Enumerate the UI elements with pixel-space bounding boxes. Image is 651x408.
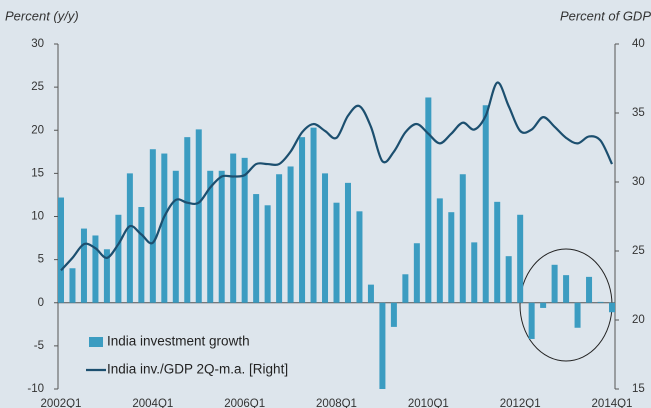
legend-label: India inv./GDP 2Q-m.a. [Right] [107, 362, 288, 377]
bar [344, 182, 351, 303]
bar [299, 137, 306, 303]
y-tick-label: 30 [31, 38, 44, 50]
bar [92, 235, 99, 303]
bar [390, 302, 397, 327]
bar [586, 276, 593, 303]
x-tick-label: 2010Q1 [408, 398, 449, 408]
y2-tick-label: 25 [632, 245, 645, 257]
bar [218, 170, 225, 303]
x-tick-label: 2006Q1 [224, 398, 265, 408]
y-tick-label: 10 [31, 211, 44, 223]
bar [436, 198, 443, 303]
bar [459, 174, 466, 303]
bar [58, 197, 64, 303]
bar [184, 137, 191, 303]
bar [563, 275, 570, 303]
x-tick-label: 2004Q1 [132, 398, 173, 408]
bar [80, 228, 87, 303]
bar [138, 207, 145, 303]
x-tick-label: 2014Q1 [592, 398, 633, 408]
bar [471, 242, 478, 303]
bar [574, 302, 581, 328]
bar [195, 129, 202, 303]
bar [597, 301, 604, 303]
y2-tick-label: 35 [632, 107, 645, 119]
bar [264, 205, 271, 303]
bar [333, 202, 340, 303]
bar [448, 212, 455, 303]
bar [253, 194, 260, 303]
y-tick-label: 0 [38, 297, 44, 309]
bar [161, 153, 168, 303]
bar [126, 173, 133, 303]
bar [207, 170, 214, 303]
x-tick-label: 2008Q1 [316, 398, 357, 408]
y-tick-label: 25 [31, 81, 44, 93]
bar [367, 284, 374, 303]
bar [505, 256, 512, 303]
bar [379, 302, 386, 389]
y-axis-title: Percent (y/y) [5, 8, 79, 23]
x-tick-label: 2002Q1 [41, 398, 82, 408]
bar [528, 302, 535, 339]
bar [425, 97, 432, 303]
bar [310, 127, 317, 303]
y-tick-label: -5 [34, 340, 44, 352]
y-tick-label: 15 [31, 167, 44, 179]
y-tick-label: 20 [31, 124, 44, 136]
bar [551, 264, 558, 303]
bar [69, 268, 76, 303]
y2-tick-label: 30 [632, 176, 645, 188]
bar [241, 157, 248, 303]
line [60, 81, 613, 272]
bar [103, 249, 110, 303]
bar [322, 173, 329, 303]
y2-tick-label: 15 [632, 383, 645, 395]
bar [276, 174, 283, 303]
bar [413, 243, 420, 303]
bar [115, 214, 122, 303]
bar [230, 153, 237, 303]
bar [356, 211, 363, 303]
bar [172, 170, 179, 303]
bar [609, 302, 615, 313]
legend-label: India investment growth [107, 334, 250, 349]
bar [540, 302, 547, 308]
y2-tick-label: 40 [632, 38, 645, 50]
y2-tick-label: 20 [632, 314, 645, 326]
bar [494, 201, 501, 303]
bar [482, 105, 489, 303]
y-tick-label: -10 [27, 383, 44, 395]
bar [517, 214, 524, 303]
bar [149, 149, 156, 303]
y-tick-label: 5 [38, 254, 44, 266]
bar [402, 274, 409, 303]
legend-swatch [89, 337, 103, 347]
x-tick-label: 2012Q1 [500, 398, 541, 408]
bar [287, 166, 294, 303]
y2-axis-title: Percent of GDP [560, 8, 651, 23]
